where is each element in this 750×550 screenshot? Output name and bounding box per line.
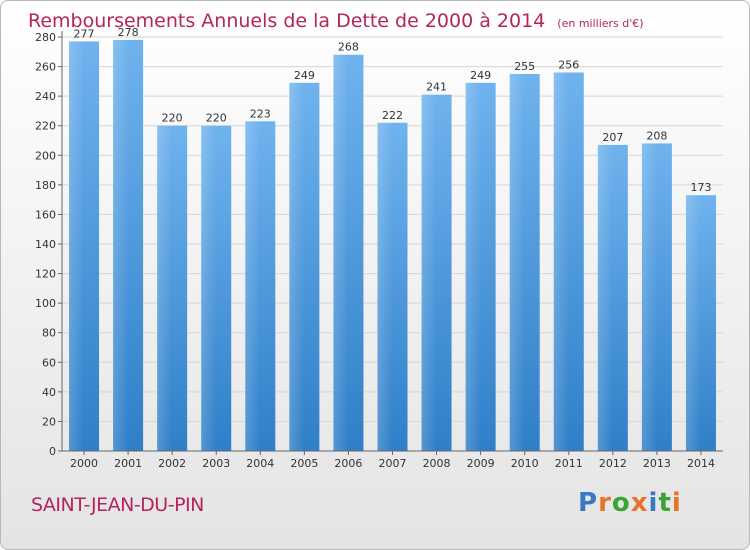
- bar-highlight: [113, 39, 129, 451]
- x-tick-label: 2000: [70, 457, 98, 470]
- bar-value-label: 268: [338, 41, 359, 54]
- bar-highlight: [333, 54, 349, 451]
- x-tick-label: 2001: [114, 457, 142, 470]
- bar-highlight: [245, 121, 261, 452]
- logo-letter: i: [648, 488, 659, 518]
- bar-value-label: 241: [426, 81, 447, 94]
- bar-value-label: 256: [558, 58, 579, 71]
- bar-value-label: 223: [250, 107, 271, 120]
- bar-highlight: [641, 143, 657, 451]
- x-tick-label: 2005: [290, 457, 318, 470]
- bar-highlight: [157, 125, 173, 451]
- bar-value-label: 249: [294, 69, 315, 82]
- logo-letter: t: [658, 488, 672, 518]
- chart-title: Remboursements Annuels de la Dette de 20…: [28, 10, 644, 32]
- bar-highlight: [685, 195, 701, 451]
- bar-highlight: [421, 94, 437, 452]
- bar-value-label: 222: [382, 109, 403, 122]
- y-tick-label: 60: [42, 356, 56, 369]
- bars: 277 278 220 220 223 249 268 222 241 249 255 256 207 2…: [69, 26, 716, 452]
- bar-value-label: 249: [470, 69, 491, 82]
- y-tick-label: 0: [49, 445, 56, 458]
- x-tick-label: 2008: [423, 457, 451, 470]
- y-tick-label: 280: [35, 31, 56, 44]
- bar-highlight: [553, 72, 569, 451]
- commune-name: SAINT-JEAN-DU-PIN: [31, 494, 204, 516]
- bar-value-label: 255: [514, 60, 535, 73]
- y-axis: 0 20 40 60 80 100 120 140 160 180 200 220 240 260 280: [35, 31, 63, 458]
- bar-highlight: [289, 82, 305, 451]
- y-tick-label: 180: [35, 179, 56, 192]
- x-axis: 2000 2001 2002 2003 2004 2005 2006 2007 2008 2009…: [62, 450, 723, 470]
- y-tick-label: 220: [35, 120, 56, 133]
- logo-letter: x: [630, 488, 649, 518]
- bar-highlight: [465, 82, 481, 451]
- y-tick-label: 80: [42, 327, 56, 340]
- x-tick-label: 2009: [467, 457, 495, 470]
- x-tick-label: 2012: [599, 457, 627, 470]
- chart-title-text: Remboursements Annuels de la Dette de 20…: [28, 10, 545, 32]
- y-tick-label: 160: [35, 208, 56, 221]
- bar-highlight: [597, 144, 613, 451]
- bar-value-label: 173: [690, 181, 711, 194]
- bar-value-label: 278: [118, 26, 139, 39]
- y-tick-label: 40: [42, 386, 56, 399]
- y-tick-label: 240: [35, 90, 56, 103]
- x-tick-label: 2013: [643, 457, 671, 470]
- x-tick-label: 2002: [158, 457, 186, 470]
- bar-value-label: 220: [162, 112, 183, 125]
- bar-highlight: [509, 73, 525, 451]
- x-tick-label: 2011: [555, 457, 583, 470]
- x-tick-label: 2003: [202, 457, 230, 470]
- y-tick-label: 200: [35, 149, 56, 162]
- x-tick-label: 2006: [334, 457, 362, 470]
- bar-value-label: 207: [602, 131, 623, 144]
- logo-letter: P: [578, 488, 599, 518]
- y-tick-label: 100: [35, 297, 56, 310]
- bar-value-label: 277: [74, 27, 95, 40]
- y-tick-label: 140: [35, 238, 56, 251]
- chart-subtitle: (en milliers d'€): [557, 17, 643, 30]
- logo-letter: o: [611, 488, 631, 518]
- x-tick-label: 2004: [246, 457, 274, 470]
- y-tick-label: 120: [35, 268, 56, 281]
- bar-highlight: [377, 122, 393, 451]
- y-tick-label: 20: [42, 415, 56, 428]
- bar-value-label: 220: [206, 112, 227, 125]
- x-tick-label: 2010: [511, 457, 539, 470]
- bar-highlight: [201, 125, 217, 451]
- proxiti-logo[interactable]: Proxiti: [578, 488, 682, 518]
- logo-letter: i: [671, 488, 682, 518]
- x-tick-label: 2014: [687, 457, 715, 470]
- x-tick-label: 2007: [379, 457, 407, 470]
- y-tick-label: 260: [35, 61, 56, 74]
- bar-highlight: [69, 41, 85, 451]
- bar-value-label: 208: [646, 129, 667, 142]
- logo-letter: r: [598, 488, 612, 518]
